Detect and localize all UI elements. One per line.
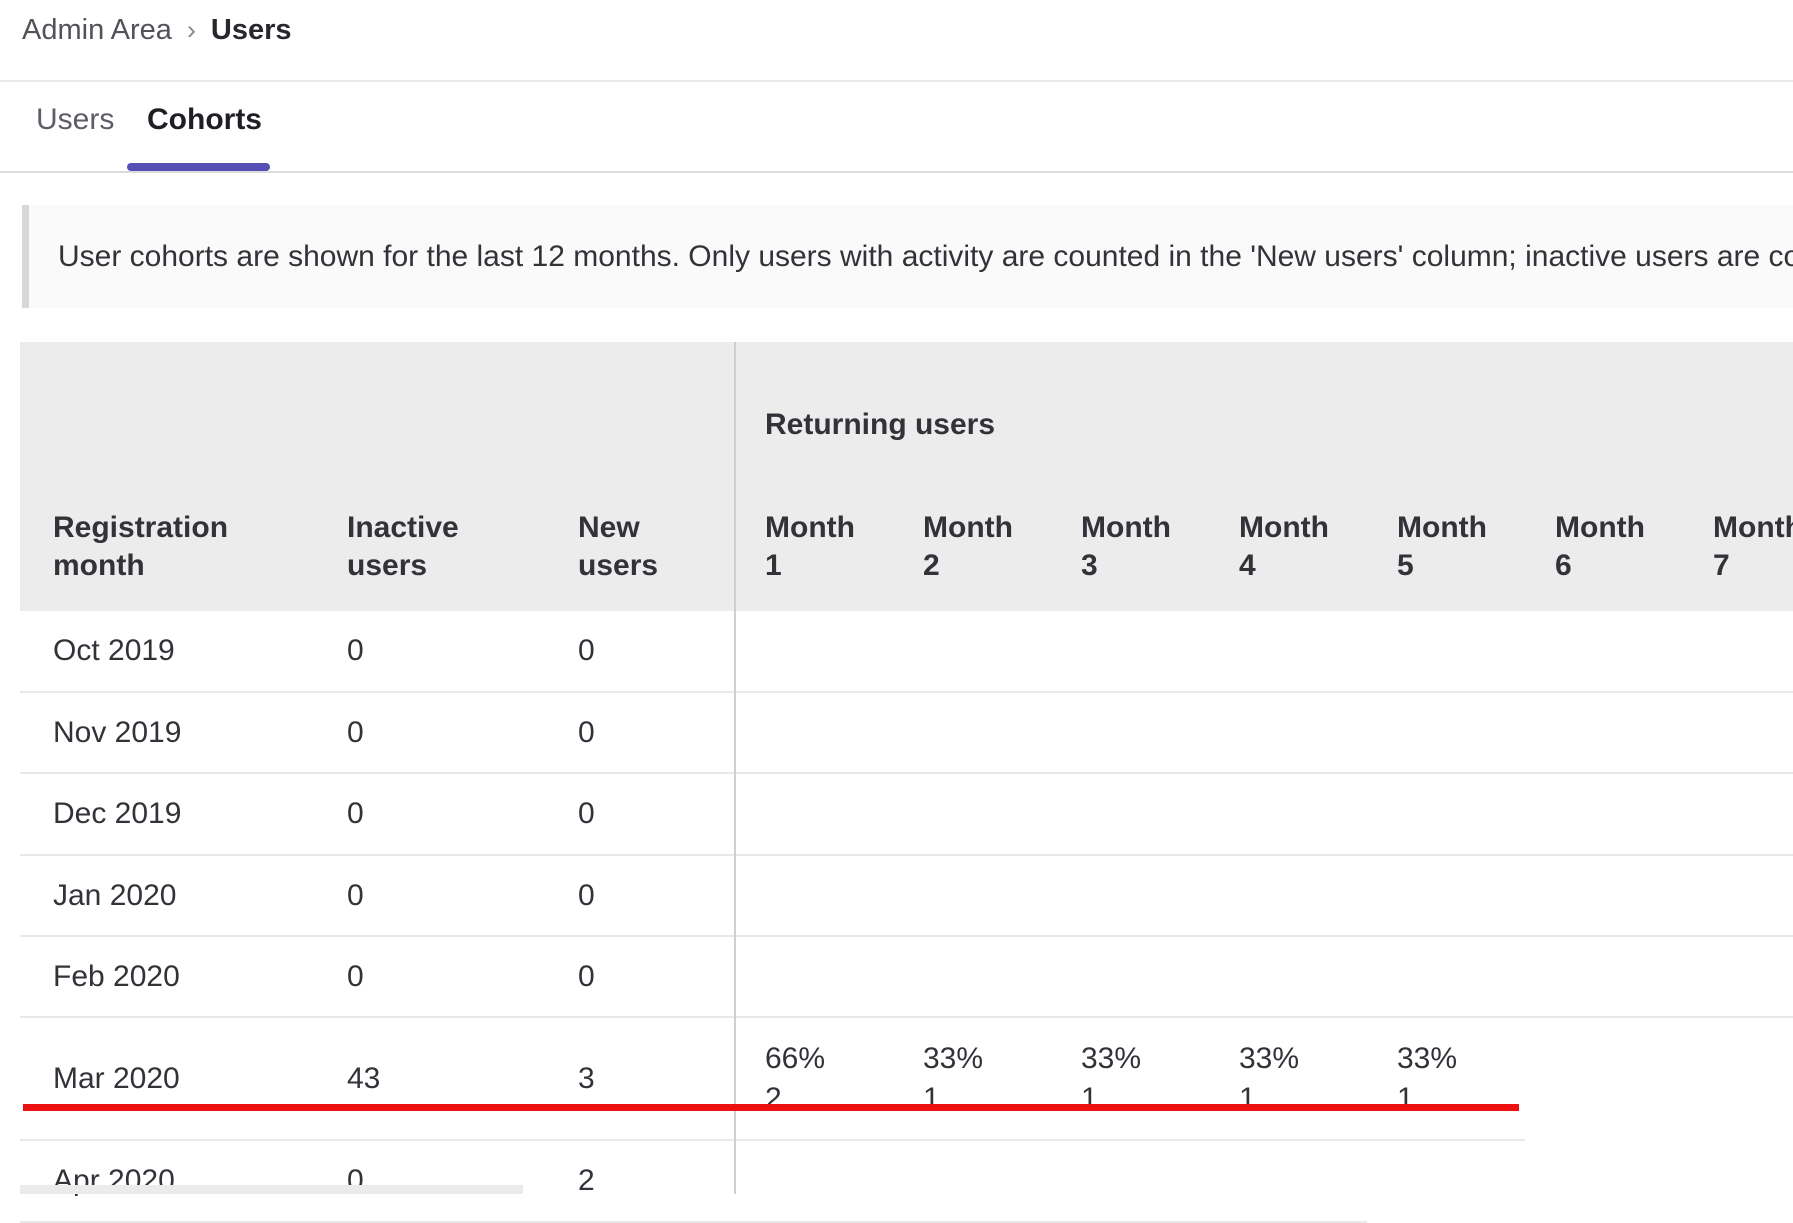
new-users-cell: 0 xyxy=(545,773,735,856)
inactive-users-cell: 0 xyxy=(314,855,545,937)
header-divider xyxy=(0,80,1793,82)
cohorts-info-text: User cohorts are shown for the last 12 m… xyxy=(58,239,1793,273)
returning-cell-month-4: 33% 1 xyxy=(1209,1017,1367,1141)
tab-cohorts[interactable]: Cohorts xyxy=(147,103,262,136)
inactive-users-cell: 0 xyxy=(314,936,545,1018)
breadcrumb-users[interactable]: Users xyxy=(210,13,292,46)
new-users-cell: 0 xyxy=(545,611,735,693)
registration-month-cell: Dec 2019 xyxy=(20,773,314,856)
new-users-cell: 3 xyxy=(545,1017,735,1141)
col-header-month-6: Month 6 xyxy=(1525,454,1683,611)
col-header-month-1: Month 1 xyxy=(735,454,893,611)
breadcrumb-admin-area[interactable]: Admin Area xyxy=(22,13,172,46)
col-header-month-2: Month 2 xyxy=(893,454,1051,611)
col-header-registration-month: Registration month xyxy=(20,454,314,611)
col-header-month-7: Month 7 xyxy=(1683,454,1793,611)
new-users-cell: 0 xyxy=(545,692,735,774)
bottom-gray-bar xyxy=(20,1185,523,1194)
table-row-mar-2020: Mar 2020 43 3 66% 2 33% 1 33% 1 33% 1 xyxy=(20,1017,1793,1141)
new-users-cell: 0 xyxy=(545,855,735,937)
table-column-header-row: Registration month Inactive users New us… xyxy=(20,454,1793,611)
group-header-spacer xyxy=(20,342,735,454)
inactive-users-cell: 43 xyxy=(314,1017,545,1141)
returning-cell-month-1: 66% 2 xyxy=(735,1017,893,1141)
annotation-red-line xyxy=(23,1104,1519,1111)
cohorts-table: Returning users Registration month Inact… xyxy=(20,342,1793,1223)
breadcrumb: Admin Area › Users xyxy=(22,10,292,50)
table-row: Feb 2020 0 0 xyxy=(20,936,1793,1018)
new-users-cell: 0 xyxy=(545,936,735,1018)
table-row: Apr 2020 0 2 xyxy=(20,1140,1793,1223)
col-header-month-3: Month 3 xyxy=(1051,454,1209,611)
inactive-users-cell: 0 xyxy=(314,773,545,856)
inactive-users-cell: 0 xyxy=(314,611,545,693)
col-header-new-users: New users xyxy=(545,454,735,611)
table-row: Nov 2019 0 0 xyxy=(20,692,1793,774)
col-header-inactive-users: Inactive users xyxy=(314,454,545,611)
registration-month-cell: Apr 2020 xyxy=(20,1140,314,1223)
inactive-users-cell: 0 xyxy=(314,692,545,774)
registration-month-cell: Jan 2020 xyxy=(20,855,314,937)
cohorts-info-callout: User cohorts are shown for the last 12 m… xyxy=(22,205,1793,308)
chevron-right-icon: › xyxy=(186,14,196,45)
active-tab-underline xyxy=(127,163,270,171)
cohorts-table-container: Returning users Registration month Inact… xyxy=(20,342,1793,1223)
returning-users-group-header: Returning users xyxy=(735,342,1793,454)
returning-users-column-divider xyxy=(734,342,736,1194)
tab-users[interactable]: Users xyxy=(36,103,115,136)
col-header-month-4: Month 4 xyxy=(1209,454,1367,611)
returning-cell-month-5: 33% 1 xyxy=(1367,1017,1525,1141)
table-row: Dec 2019 0 0 xyxy=(20,773,1793,856)
returning-cell-month-3: 33% 1 xyxy=(1051,1017,1209,1141)
table-row: Jan 2020 0 0 xyxy=(20,855,1793,937)
inactive-users-cell: 0 xyxy=(314,1140,545,1223)
table-group-header-row: Returning users xyxy=(20,342,1793,454)
registration-month-cell: Oct 2019 xyxy=(20,611,314,693)
table-row: Oct 2019 0 0 xyxy=(20,611,1793,693)
new-users-cell: 2 xyxy=(545,1140,735,1223)
registration-month-cell: Mar 2020 xyxy=(20,1017,314,1141)
returning-cell-month-2: 33% 1 xyxy=(893,1017,1051,1141)
registration-month-cell: Feb 2020 xyxy=(20,936,314,1018)
registration-month-cell: Nov 2019 xyxy=(20,692,314,774)
col-header-month-5: Month 5 xyxy=(1367,454,1525,611)
tabs-bottom-border xyxy=(0,171,1793,173)
